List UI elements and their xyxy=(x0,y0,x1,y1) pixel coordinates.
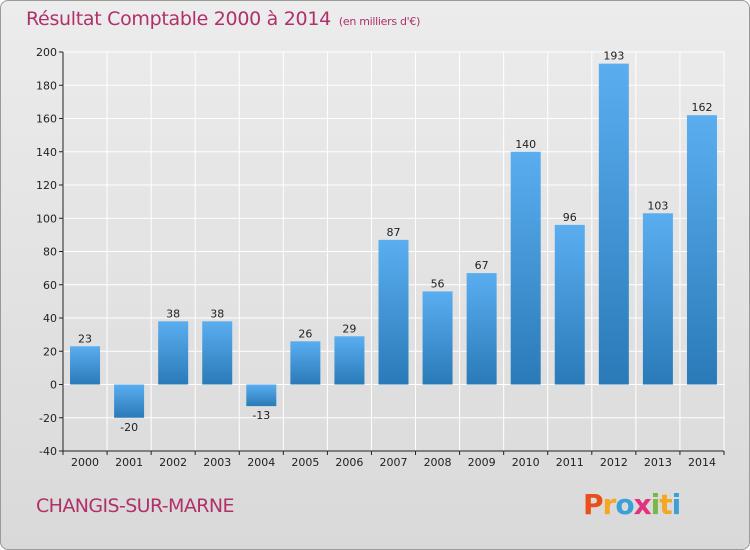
value-label-2010: 140 xyxy=(515,138,536,151)
logo-letter: o xyxy=(615,488,634,521)
x-tick-label-2004: 2004 xyxy=(247,456,275,469)
x-tick-label-2005: 2005 xyxy=(291,456,319,469)
bar-2009 xyxy=(466,273,497,385)
bar-2014 xyxy=(686,115,717,385)
x-tick-label-2003: 2003 xyxy=(203,456,231,469)
value-label-2008: 56 xyxy=(431,277,445,290)
x-tick-label-2002: 2002 xyxy=(159,456,187,469)
title-unit: (en milliers d'€) xyxy=(338,15,421,28)
logo-letter: i xyxy=(650,488,661,521)
bar-2001 xyxy=(114,384,145,418)
x-tick-label-2013: 2013 xyxy=(644,456,672,469)
y-tick-label: 40 xyxy=(43,312,57,325)
bars xyxy=(70,63,717,418)
x-tick-label-2001: 2001 xyxy=(115,456,143,469)
title-text: Résultat Comptable 2000 à 2014 xyxy=(26,8,331,30)
bar-2010 xyxy=(510,151,541,385)
chart-title: Résultat Comptable 2000 à 2014 (en millie… xyxy=(26,8,420,30)
value-label-2005: 26 xyxy=(298,327,312,340)
value-label-2007: 87 xyxy=(387,226,401,239)
x-tick-label-2007: 2007 xyxy=(380,456,408,469)
bar-2007 xyxy=(378,239,409,385)
x-tick-label-2006: 2006 xyxy=(335,456,363,469)
value-label-2011: 96 xyxy=(563,211,577,224)
bar-2008 xyxy=(422,291,453,385)
bar-2011 xyxy=(554,224,585,385)
logo-letter: r xyxy=(602,488,617,521)
value-label-2004: -13 xyxy=(252,409,270,422)
x-tick-label-2014: 2014 xyxy=(688,456,716,469)
value-label-2000: 23 xyxy=(78,332,92,345)
axes: -40 -20 0 20 40 60 80 100 120 140 160 180 200 2000 200… xyxy=(36,46,725,469)
data-labels: 23 -20 38 38 -13 26 29 87 56 67 140 96 193 103 162 xyxy=(78,50,712,434)
bar-chart: 23 -20 38 38 -13 26 29 87 56 67 140 96 193 103 162 -40… xyxy=(36,46,725,469)
x-tick-label-2009: 2009 xyxy=(468,456,496,469)
y-tick-label: -40 xyxy=(39,445,57,458)
y-tick-label: 100 xyxy=(36,212,57,225)
x-tick-label-2000: 2000 xyxy=(71,456,99,469)
y-tick-label: 60 xyxy=(43,279,57,292)
y-tick-label: 140 xyxy=(36,146,57,159)
y-tick-label: 20 xyxy=(43,345,57,358)
bar-2013 xyxy=(642,213,673,385)
bar-2003 xyxy=(202,321,233,385)
commune-name: CHANGIS-SUR-MARNE xyxy=(36,495,234,517)
value-label-2002: 38 xyxy=(166,307,180,320)
bar-2000 xyxy=(70,346,101,385)
x-tick-label-2011: 2011 xyxy=(556,456,584,469)
value-label-2012: 193 xyxy=(603,50,624,63)
value-label-2001: -20 xyxy=(120,421,138,434)
logo-letter: t xyxy=(659,488,672,521)
x-tick-label-2008: 2008 xyxy=(424,456,452,469)
y-tick-label: 0 xyxy=(50,379,57,392)
value-label-2003: 38 xyxy=(210,307,224,320)
x-tick-label-2012: 2012 xyxy=(600,456,628,469)
logo-letter: P xyxy=(583,488,604,521)
logo-letter: i xyxy=(671,488,682,521)
value-label-2009: 67 xyxy=(475,259,489,272)
y-tick-label: 120 xyxy=(36,179,57,192)
y-tick-label: -20 xyxy=(39,412,57,425)
value-label-2013: 103 xyxy=(647,199,668,212)
y-tick-label: 200 xyxy=(36,46,57,59)
bar-2004 xyxy=(246,384,277,407)
proxiti-logo[interactable]: Proxiti xyxy=(583,488,682,521)
bar-2002 xyxy=(158,321,189,385)
bar-2005 xyxy=(290,341,321,385)
y-tick-label: 180 xyxy=(36,79,57,92)
x-tick-label-2010: 2010 xyxy=(512,456,540,469)
y-tick-label: 160 xyxy=(36,113,57,126)
logo-letter: x xyxy=(633,488,652,521)
value-label-2014: 162 xyxy=(691,101,712,114)
bar-2012 xyxy=(598,63,629,385)
bar-2006 xyxy=(334,336,365,385)
value-label-2006: 29 xyxy=(342,322,356,335)
y-tick-label: 80 xyxy=(43,246,57,259)
